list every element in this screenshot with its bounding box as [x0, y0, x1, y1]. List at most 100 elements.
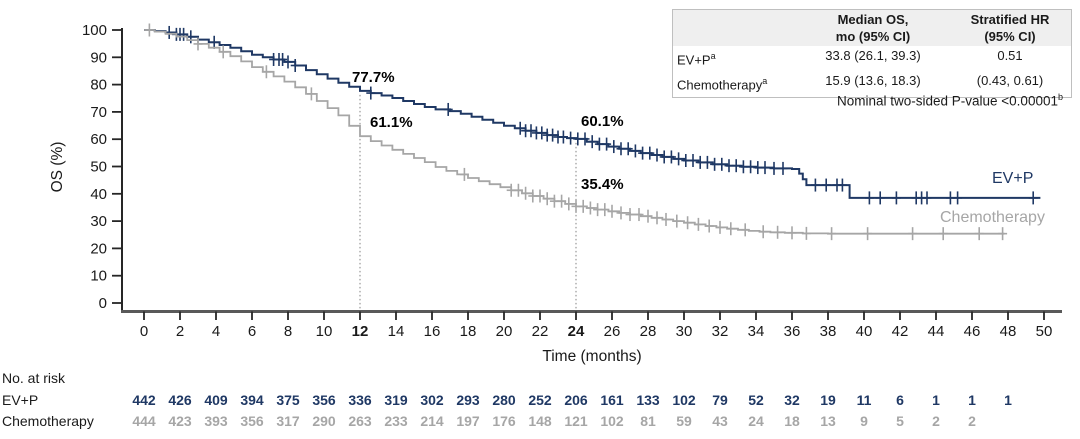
y-tick-label: 80 [90, 77, 107, 94]
risk-value: 280 [492, 392, 516, 408]
x-tick-label: 12 [352, 323, 369, 340]
risk-value: 18 [784, 413, 800, 429]
stats-row-evp-median: 33.8 (26.1, 39.3) [825, 48, 921, 63]
risk-value: 375 [276, 392, 300, 408]
landmark-24mo-evp: 60.1% [581, 112, 624, 130]
y-axis-title: OS (%) [49, 142, 66, 193]
risk-value: 5 [896, 413, 904, 429]
risk-value: 19 [820, 392, 836, 408]
x-tick-label: 36 [784, 323, 801, 340]
chemotherapy-curve-label: Chemotherapy [940, 209, 1045, 226]
risk-value: 302 [420, 392, 444, 408]
risk-value: 197 [456, 413, 480, 429]
x-tick-label: 14 [388, 323, 405, 340]
risk-value: 11 [856, 392, 872, 408]
x-tick-label: 10 [316, 323, 333, 340]
risk-value: 356 [312, 392, 336, 408]
x-tick-label: 16 [424, 323, 441, 340]
x-axis-title: Time (months) [542, 348, 641, 365]
risk-value: 1 [1004, 392, 1012, 408]
risk-value: 43 [712, 413, 728, 429]
y-tick-label: 10 [90, 268, 107, 285]
risk-value: 206 [564, 392, 588, 408]
x-tick-label: 48 [1000, 323, 1017, 340]
risk-value: 394 [240, 392, 264, 408]
risk-value: 409 [204, 392, 228, 408]
hr-header-line2: (95% CI) [984, 29, 1036, 44]
stats-row-chemo-hr: (0.43, 0.61) [976, 73, 1044, 89]
risk-value: 102 [600, 413, 624, 429]
footnote-a: a [710, 51, 716, 61]
risk-table-title: No. at risk [2, 370, 66, 386]
median-header-line1: Median OS, [837, 12, 909, 27]
risk-value: 356 [240, 413, 264, 429]
x-tick-label: 30 [676, 323, 693, 340]
risk-value: 336 [348, 392, 372, 408]
risk-value: 176 [492, 413, 516, 429]
risk-value: 102 [672, 392, 696, 408]
stats-row-evp-label: EV+Pa [677, 51, 716, 68]
footnote-b: b [1057, 92, 1063, 102]
y-tick-label: 70 [90, 104, 107, 121]
risk-value: 263 [348, 413, 372, 429]
x-tick-label: 6 [248, 323, 256, 340]
x-tick-label: 28 [640, 323, 657, 340]
median-header-line2: mo (95% CI) [835, 29, 911, 44]
x-tick-label: 40 [856, 323, 873, 340]
risk-value: 59 [676, 413, 692, 429]
x-tick-label: 46 [964, 323, 981, 340]
risk-value: 9 [860, 413, 868, 429]
y-tick-label: 30 [90, 213, 107, 230]
y-tick-label: 60 [90, 131, 107, 148]
x-tick-label: 20 [496, 323, 513, 340]
stats-header-blank [673, 10, 797, 46]
stats-row-chemo-median: 15.9 (13.6, 18.3) [825, 73, 921, 89]
risk-value: 293 [456, 392, 480, 408]
y-tick-label: 40 [90, 186, 107, 203]
x-tick-label: 34 [748, 323, 765, 340]
risk-value: 2 [968, 413, 976, 429]
landmark-24mo-chemo: 35.4% [581, 176, 624, 194]
evp-censor-marks [164, 25, 1038, 205]
risk-value: 2 [932, 413, 940, 429]
x-tick-label: 32 [712, 323, 729, 340]
x-tick-label: 38 [820, 323, 837, 340]
risk-value: 233 [384, 413, 408, 429]
risk-value: 148 [528, 413, 552, 429]
risk-value: 133 [636, 392, 660, 408]
risk-value: 79 [712, 392, 728, 408]
footnote-a: a [762, 76, 768, 87]
hr-header-line1: Stratified HR [970, 12, 1050, 27]
stats-table: Median OS, mo (95% CI) Stratified HR (95… [672, 9, 1072, 98]
risk-value: 252 [528, 392, 552, 408]
risk-row-label-chemotherapy: Chemotherapy [2, 413, 94, 429]
stats-row-chemo-label: Chemotherapya [677, 76, 768, 93]
risk-value: 13 [820, 413, 836, 429]
risk-value: 52 [748, 392, 764, 408]
x-tick-label: 22 [532, 323, 549, 340]
x-tick-label: 24 [568, 323, 585, 340]
x-tick-label: 2 [176, 323, 184, 340]
risk-row-label-evp: EV+P [2, 392, 39, 408]
stats-header-median: Median OS, mo (95% CI) [797, 10, 949, 46]
x-tick-label: 44 [928, 323, 945, 340]
y-tick-label: 90 [90, 49, 107, 66]
landmark-12mo-evp: 77.7% [352, 68, 395, 86]
risk-value: 423 [168, 413, 192, 429]
x-tick-label: 42 [892, 323, 909, 340]
risk-value: 442 [132, 392, 156, 408]
risk-value: 1 [932, 392, 940, 408]
risk-value: 32 [784, 392, 800, 408]
risk-value: 81 [640, 413, 656, 429]
risk-value: 426 [168, 392, 192, 408]
p-value-note: Nominal two-sided P-value <0.00001b [836, 92, 1063, 109]
x-tick-label: 8 [284, 323, 292, 340]
risk-value: 121 [564, 413, 588, 429]
risk-value: 6 [896, 392, 904, 408]
y-tick-label: 50 [90, 159, 107, 176]
x-tick-label: 4 [212, 323, 220, 340]
y-tick-label: 100 [82, 22, 107, 39]
stats-header-hr: Stratified HR (95% CI) [949, 10, 1071, 46]
